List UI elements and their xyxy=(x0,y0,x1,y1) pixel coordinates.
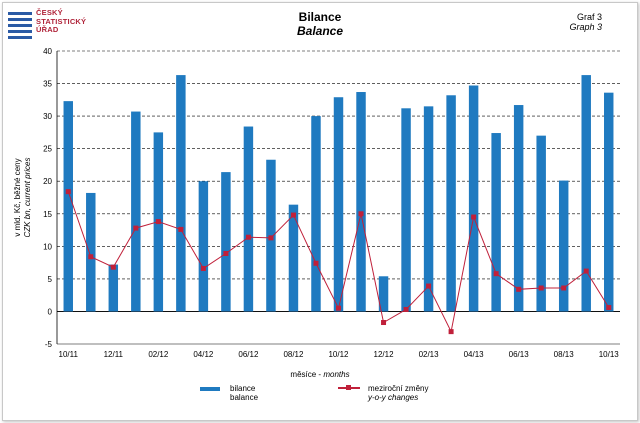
y-tick-label: -5 xyxy=(45,340,53,349)
yoy-point-11/12 xyxy=(358,211,364,217)
yoy-point-10/13 xyxy=(606,305,612,311)
bar-03/12 xyxy=(176,75,186,312)
graph-number: Graf 3 Graph 3 xyxy=(569,12,602,32)
bar-02/13 xyxy=(423,106,434,312)
yoy-point-09/13 xyxy=(583,268,589,274)
yoy-point-05/12 xyxy=(223,250,229,256)
bar-10/13 xyxy=(604,92,614,312)
yoy-point-09/12 xyxy=(313,260,319,266)
bar-12/11 xyxy=(108,264,119,312)
yoy-point-02/12 xyxy=(155,219,161,225)
bar-09/12 xyxy=(311,116,321,312)
bar-10/12 xyxy=(333,97,344,312)
yoy-point-10/12 xyxy=(336,305,341,311)
x-tick-label: 06/12 xyxy=(238,350,259,359)
bar-03/13 xyxy=(446,95,456,312)
legend-marker-swatch xyxy=(346,385,351,390)
bar-10/11 xyxy=(63,101,73,312)
yoy-point-08/12 xyxy=(290,212,296,218)
y-axis-label-cz: v mld. Kč, běžné ceny xyxy=(13,158,22,236)
bar-08/13 xyxy=(558,180,569,312)
x-tick-label: 08/12 xyxy=(283,350,304,359)
y-tick-label: 40 xyxy=(43,47,52,56)
czso-logo: ČESKÝ STATISTICKÝ ÚŘAD xyxy=(8,8,128,43)
yoy-point-07/12 xyxy=(268,235,274,241)
y-tick-label: 0 xyxy=(48,307,53,316)
bar-05/12 xyxy=(221,172,231,312)
y-tick-label: 25 xyxy=(43,145,52,154)
x-tick-label: 02/12 xyxy=(148,350,169,359)
x-tick-label: 10/11 xyxy=(59,350,79,359)
y-tick-label: 30 xyxy=(43,112,52,121)
y-tick-label: 5 xyxy=(48,275,53,284)
logo-line-1: ČESKÝ xyxy=(36,8,63,17)
x-tick-label: 10/12 xyxy=(328,350,349,359)
graph-number-cz: Graf 3 xyxy=(576,12,602,22)
bar-11/11 xyxy=(86,192,96,312)
x-tick-label: 04/12 xyxy=(193,350,214,359)
bar-04/12 xyxy=(198,181,209,312)
x-tick-label: 06/13 xyxy=(509,350,530,359)
yoy-point-07/13 xyxy=(538,285,544,291)
yoy-point-04/12 xyxy=(200,265,206,271)
yoy-point-05/13 xyxy=(493,271,499,277)
yoy-point-03/13 xyxy=(448,329,454,335)
bar-11/12 xyxy=(356,92,366,312)
bar-04/13 xyxy=(468,85,479,312)
legend-balance-cz: bilance xyxy=(230,384,256,393)
x-tick-label: 12/12 xyxy=(374,350,395,359)
yoy-point-06/12 xyxy=(245,234,251,240)
logo-bars-icon xyxy=(8,12,32,42)
yoy-point-03/12 xyxy=(178,226,184,232)
x-tick-label: 10/13 xyxy=(599,350,620,359)
x-tick-label: 12/11 xyxy=(104,350,124,359)
graph-number-en: Graph 3 xyxy=(569,22,602,32)
logo-text: ČESKÝ STATISTICKÝ ÚŘAD xyxy=(36,8,87,35)
y-tick-label: 20 xyxy=(43,177,52,186)
chart-title: Bilance xyxy=(298,10,342,24)
bar-09/13 xyxy=(581,75,591,312)
y-tick-label: 35 xyxy=(43,80,52,89)
bar-07/13 xyxy=(536,135,546,312)
bar-12/12 xyxy=(378,276,389,312)
yoy-point-12/12 xyxy=(381,320,387,326)
bar-01/13 xyxy=(401,108,411,312)
x-tick-label: 08/13 xyxy=(554,350,575,359)
bar-01/12 xyxy=(131,111,141,312)
yoy-point-01/12 xyxy=(133,225,139,231)
x-axis-label-cz: měsíce - xyxy=(290,370,322,379)
y-tick-label: 15 xyxy=(43,210,52,219)
yoy-point-12/11 xyxy=(110,264,116,270)
legend-bar-swatch xyxy=(200,387,220,391)
bar-08/12 xyxy=(288,204,299,312)
chart-subtitle: Balance xyxy=(296,24,344,38)
yoy-point-06/13 xyxy=(516,286,522,292)
x-tick-label: 02/13 xyxy=(419,350,440,359)
logo-line-2: STATISTICKÝ xyxy=(36,16,87,26)
yoy-point-08/13 xyxy=(561,285,567,291)
bar-05/13 xyxy=(491,133,501,312)
bar-06/12 xyxy=(243,126,254,312)
y-tick-label: 10 xyxy=(43,242,52,251)
yoy-point-11/11 xyxy=(88,254,94,260)
logo-line-3: ÚŘAD xyxy=(36,25,59,34)
legend-yoy-cz: meziroční změny xyxy=(368,384,429,393)
y-axis-label: v mld. Kč, běžné ceny CZK bn, current pri… xyxy=(13,157,32,237)
y-axis-label-en: CZK bn, current prices xyxy=(23,157,32,237)
x-axis-label: měsíce - months xyxy=(0,370,640,379)
yoy-point-02/13 xyxy=(426,283,432,289)
yoy-point-01/13 xyxy=(403,306,409,312)
legend-yoy-en: y-o-y changes xyxy=(368,393,419,402)
x-axis-label-en: months xyxy=(323,370,350,379)
yoy-point-04/13 xyxy=(471,214,477,220)
yoy-point-10/11 xyxy=(65,189,71,195)
x-tick-label: 04/13 xyxy=(464,350,485,359)
bar-06/13 xyxy=(513,105,524,312)
legend-balance-en: balance xyxy=(230,393,259,402)
